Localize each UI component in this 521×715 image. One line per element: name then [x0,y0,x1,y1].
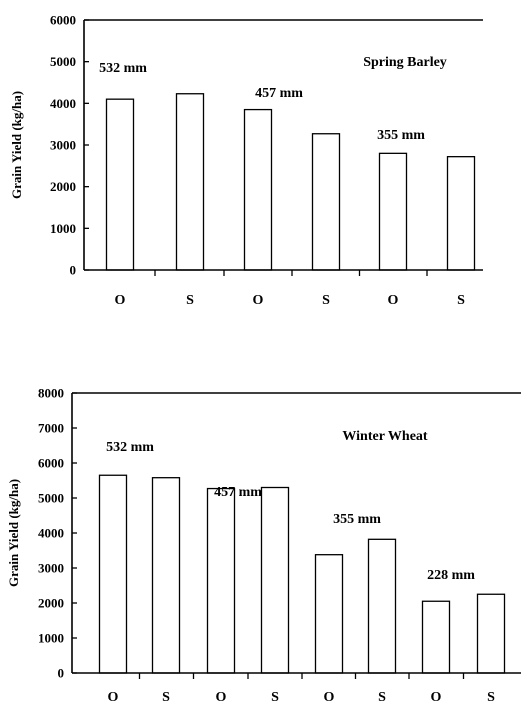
panel1-bar-4 [311,133,341,271]
panel1-bar-1 [105,98,135,271]
panel2-bar-2 [151,477,181,674]
panel1-category-label-4: S [322,293,330,308]
panel2-annotation-1: 532 mm [106,440,154,455]
panel1-ytick-label-6: 5000 [50,54,76,69]
panel1-category-label-2: S [186,293,194,308]
panel2-bar-8 [476,593,506,674]
panel1-category-label-3: O [253,293,264,308]
panel1-bar-6 [446,156,476,271]
panel2-annotation-2: 457 mm [214,485,262,500]
panel1-ytick-label-3: 2000 [50,179,76,194]
panel1-bar-2 [175,93,205,271]
panel2-ytick-label-4: 3000 [38,561,64,576]
panel2-bar-6 [367,538,397,674]
panel2-title: Winter Wheat [342,429,428,444]
panel1-ytick-label-1: 0 [70,263,77,278]
panel1-annotation-2: 457 mm [255,86,303,101]
panel1-bar-3 [243,108,273,271]
panel1-title: Spring Barley [363,55,447,70]
panel1-category-label-1: O [115,293,126,308]
panel2-ytick-label-7: 6000 [38,456,64,471]
panel1-y-axis-label: Grain Yield (kg/ha) [9,91,24,199]
panel2-category-label-4: S [271,690,279,705]
panel2-ytick-label-8: 7000 [38,421,64,436]
panel2-ytick-label-1: 0 [58,666,65,681]
panel2-ytick-label-6: 5000 [38,491,64,506]
panel2-bar-3 [206,487,236,674]
panel2-category-label-8: S [487,690,495,705]
panel1-ytick-label-4: 3000 [50,138,76,153]
panel1-ytick-label-5: 4000 [50,96,76,111]
panel1-bar-5 [378,152,408,271]
panel2-ytick-label-3: 2000 [38,596,64,611]
panel1-annotation-3: 355 mm [377,128,425,143]
panel2-ytick-label-9: 8000 [38,386,64,401]
panel2-bar-7 [421,600,451,674]
panel2-bar-5 [314,554,344,674]
panel2-category-label-7: O [431,690,442,705]
panel1-category-label-6: S [457,293,465,308]
panel2-category-label-1: O [108,690,119,705]
panel1-ytick-label-7: 6000 [50,13,76,28]
panel2-category-label-6: S [378,690,386,705]
panel2-category-label-2: S [162,690,170,705]
panel2-ytick-label-2: 1000 [38,631,64,646]
panel1-ytick-label-2: 1000 [50,221,76,236]
panel2-ytick-label-5: 4000 [38,526,64,541]
panel1-category-label-5: O [388,293,399,308]
panel1-annotation-1: 532 mm [99,61,147,76]
panel2-annotation-4: 228 mm [427,568,475,583]
panel2-annotation-3: 355 mm [333,512,381,527]
panel2-y-axis-label: Grain Yield (kg/ha) [6,479,21,587]
panel2-category-label-3: O [216,690,227,705]
panel2-bar-1 [98,474,128,674]
panel2-bar-4 [260,486,290,674]
panel2-category-label-5: O [324,690,335,705]
